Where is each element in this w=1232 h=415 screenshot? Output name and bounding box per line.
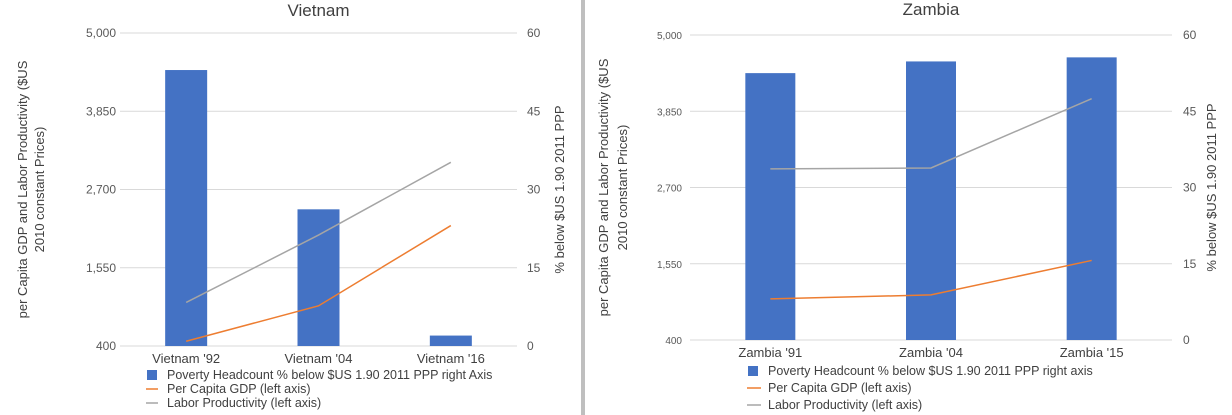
- chart-zambia: Zambia 400 0 1,550 15 2,700 30 3,850 45 5,000 60 Za…: [596, 0, 1219, 412]
- poverty-bar: [429, 335, 472, 346]
- right-axis-tick-label: 30: [527, 183, 541, 197]
- left-axis-tick-label: 1,550: [657, 260, 682, 271]
- chart-title: Zambia: [903, 0, 960, 19]
- chart-panel-vietnam: Vietnam 400 0 1,550 15 2,700 30 3,850 45 5,000 60 V…: [0, 0, 580, 415]
- chart-panel-zambia: Zambia 400 0 1,550 15 2,700 30 3,850 45 5,000 60 Za…: [586, 0, 1232, 415]
- chart-title: Vietnam: [287, 1, 349, 20]
- chart-vietnam: Vietnam 400 0 1,550 15 2,700 30 3,850 45 5,000 60 V…: [15, 1, 567, 410]
- per-capita-gdp-line: [770, 259, 1092, 300]
- poverty-bar: [297, 209, 340, 346]
- legend-label: Poverty Headcount % below $US 1.90 2011 …: [167, 368, 492, 382]
- poverty-bar: [906, 61, 956, 340]
- left-axis-title: per Capita GDP and Labor Productivity ($…: [596, 58, 630, 316]
- legend-label: Labor Productivity (left axis): [167, 396, 321, 410]
- left-axis-title: per Capita GDP and Labor Productivity ($…: [15, 60, 47, 318]
- right-axis-title: % below $US 1.90 2011 PPP: [1204, 103, 1219, 271]
- left-axis-tick-label: 2,700: [86, 183, 116, 197]
- right-axis-tick-label: 30: [1183, 181, 1197, 195]
- legend-label: Poverty Headcount % below $US 1.90 2011 …: [768, 364, 1093, 378]
- category-label: Vietnam '92: [152, 351, 220, 366]
- left-axis-tick-label: 1,550: [86, 261, 116, 275]
- category-label: Vietnam '16: [417, 351, 485, 366]
- labor-productivity-line: [770, 97, 1092, 170]
- right-axis-tick-label: 15: [527, 261, 541, 275]
- category-label: Zambia '91: [738, 345, 802, 360]
- left-axis-tick-label: 2,700: [657, 184, 682, 195]
- right-axis-tick-label: 45: [1183, 104, 1197, 118]
- left-axis-tick-label: 3,850: [657, 107, 682, 118]
- legend-swatch-poverty: [748, 366, 758, 376]
- poverty-bar: [745, 73, 796, 340]
- left-axis-tick-label: 400: [665, 336, 682, 347]
- right-axis-tick-label: 15: [1183, 257, 1197, 271]
- category-label: Vietnam '04: [284, 351, 352, 366]
- left-axis-tick-label: 3,850: [86, 104, 116, 118]
- category-label: Zambia '04: [899, 345, 963, 360]
- right-axis-tick-label: 0: [1183, 333, 1190, 347]
- panel-divider: [581, 0, 585, 415]
- left-axis-tick-label: 5,000: [657, 31, 682, 42]
- legend-label: Per Capita GDP (left axis): [768, 381, 912, 395]
- right-axis-tick-label: 45: [527, 104, 541, 118]
- left-axis-tick-label: 5,000: [86, 26, 116, 40]
- right-axis-tick-label: 0: [527, 339, 534, 353]
- legend-swatch-poverty: [147, 370, 157, 380]
- legend-label: Per Capita GDP (left axis): [167, 382, 311, 396]
- poverty-bar: [1066, 57, 1117, 340]
- category-label: Zambia '15: [1060, 345, 1124, 360]
- right-axis-tick-label: 60: [527, 26, 541, 40]
- legend-label: Labor Productivity (left axis): [768, 398, 922, 412]
- left-axis-tick-label: 400: [96, 339, 116, 353]
- labor-productivity-line: [185, 161, 452, 304]
- per-capita-gdp-line: [185, 224, 452, 342]
- right-axis-title: % below $US 1.90 2011 PPP: [552, 105, 567, 273]
- right-axis-tick-label: 60: [1183, 28, 1197, 42]
- poverty-bar: [165, 70, 208, 346]
